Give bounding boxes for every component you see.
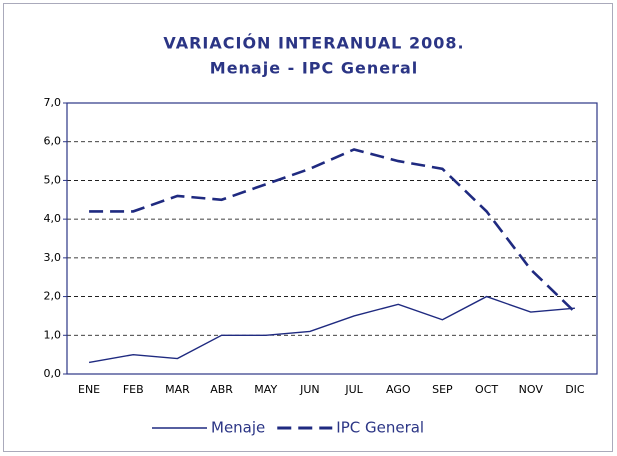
x-tick-label: MAR: [165, 383, 190, 396]
frame: [3, 3, 613, 452]
x-tick-label: NOV: [519, 383, 544, 396]
line-series: [88, 295, 575, 364]
y-tick-label: 5,0: [44, 173, 62, 186]
y-tick-label: 1,0: [44, 328, 62, 341]
x-tick-label: ENE: [78, 383, 100, 396]
line-series: [89, 148, 576, 313]
x-tick-label: ABR: [210, 383, 233, 396]
y-tick-label: 7,0: [44, 96, 62, 109]
x-tick-label: FEB: [123, 383, 144, 396]
y-tick-label: 2,0: [44, 290, 62, 303]
x-tick-label: SEP: [432, 383, 453, 396]
chart-title: VARIACIÓN INTERANUAL 2008.: [163, 34, 464, 53]
x-tick-label: JUN: [299, 383, 320, 396]
x-tick-label: OCT: [475, 383, 498, 396]
x-tick-label: DIC: [565, 383, 585, 396]
chart-subtitle: Menaje - IPC General: [210, 59, 418, 78]
y-tick-label: 3,0: [44, 251, 62, 264]
plot-border: [66, 102, 598, 375]
x-tick-label: JUL: [344, 383, 363, 396]
y-tick-label: 4,0: [44, 212, 62, 225]
legend-label: IPC General: [336, 419, 424, 437]
y-tick-label: 0,0: [44, 367, 62, 380]
y-tick-label: 6,0: [44, 135, 62, 148]
x-tick-label: AGO: [386, 383, 411, 396]
x-tick-label: MAY: [254, 383, 277, 396]
legend-label: Menaje: [211, 419, 265, 437]
